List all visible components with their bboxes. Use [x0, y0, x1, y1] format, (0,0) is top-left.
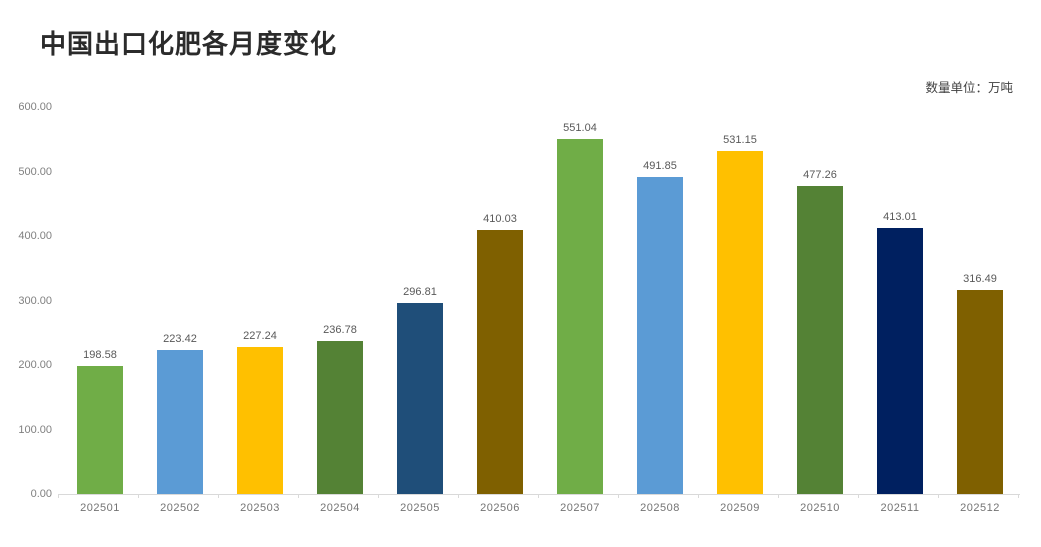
- x-axis-tick: [378, 494, 379, 498]
- bar-202505: [397, 302, 443, 494]
- x-axis-line: [58, 494, 1020, 495]
- bar-value-label: 410.03: [483, 212, 517, 225]
- x-axis-tick: [298, 494, 299, 498]
- x-axis-label: 202502: [160, 502, 200, 514]
- x-axis-tick: [938, 494, 939, 498]
- x-axis-label: 202501: [80, 502, 120, 514]
- bar-202508: [637, 176, 683, 494]
- unit-label: 数量单位：万吨: [925, 81, 1013, 95]
- bar-202510: [797, 186, 843, 494]
- y-axis-label: 400.00: [18, 230, 52, 242]
- x-axis-tick: [1018, 494, 1019, 498]
- y-axis-label: 300.00: [18, 294, 52, 307]
- x-axis-tick: [458, 494, 459, 498]
- bar-value-label: 413.01: [883, 210, 917, 223]
- x-axis-tick: [778, 494, 779, 498]
- x-axis-label: 202506: [480, 502, 520, 514]
- bar-202504: [317, 341, 363, 494]
- bar-value-label: 531.15: [723, 134, 757, 147]
- x-axis-tick: [698, 494, 699, 498]
- y-axis-label: 0.00: [30, 488, 52, 500]
- bar-value-label: 491.85: [643, 159, 677, 172]
- bar-value-label: 296.81: [403, 285, 437, 298]
- bar-202502: [157, 349, 203, 494]
- x-axis-tick: [858, 494, 859, 498]
- x-axis-label: 202510: [800, 502, 840, 514]
- bar-value-label: 477.26: [803, 169, 837, 182]
- bar-202506: [477, 229, 523, 494]
- bar-202503: [237, 347, 283, 494]
- x-axis-label: 202507: [560, 502, 600, 514]
- bar-value-label: 223.42: [163, 332, 197, 345]
- bar-value-label: 236.78: [323, 324, 357, 337]
- x-axis-label: 202511: [880, 502, 920, 514]
- y-axis-label: 600.00: [18, 101, 52, 113]
- y-axis-label: 200.00: [18, 359, 52, 371]
- x-axis-tick: [218, 494, 219, 498]
- x-axis-label: 202503: [240, 502, 280, 514]
- y-axis-label: 100.00: [18, 423, 52, 436]
- x-axis-label: 202508: [640, 502, 680, 514]
- x-axis-label: 202504: [320, 502, 360, 514]
- chart-title: 中国出口化肥各月度变化: [40, 29, 338, 59]
- x-axis-label: 202505: [400, 502, 440, 514]
- x-axis-tick: [138, 494, 139, 498]
- y-axis-label: 500.00: [18, 165, 52, 178]
- x-axis-tick: [618, 494, 619, 498]
- bar-value-label: 227.24: [243, 330, 277, 343]
- x-axis-label: 202512: [960, 502, 1000, 514]
- x-axis-tick: [58, 494, 59, 498]
- bar-202511: [877, 227, 923, 494]
- bar-202501: [77, 365, 123, 494]
- bar-value-label: 551.04: [563, 121, 597, 134]
- x-axis-tick: [538, 494, 539, 498]
- x-axis-label: 202509: [720, 502, 760, 514]
- bar-202512: [957, 289, 1003, 494]
- bar-value-label: 198.58: [83, 348, 117, 361]
- bar-202507: [557, 138, 603, 494]
- bar-value-label: 316.49: [963, 272, 997, 285]
- bar-202509: [717, 151, 763, 494]
